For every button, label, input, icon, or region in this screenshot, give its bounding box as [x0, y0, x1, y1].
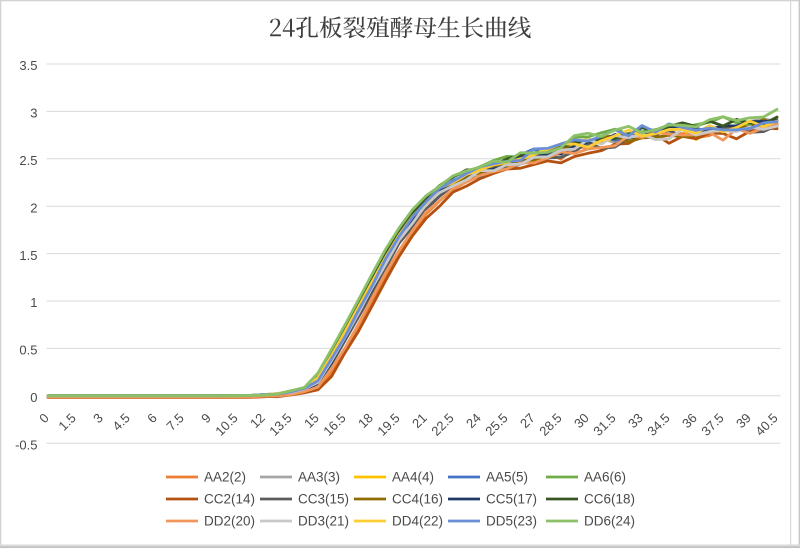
svg-text:AA6(6): AA6(6) — [584, 470, 626, 485]
svg-text:AA5(5): AA5(5) — [486, 470, 528, 485]
svg-text:0.5: 0.5 — [19, 343, 37, 358]
svg-text:1: 1 — [30, 295, 37, 310]
svg-text:DD2(20): DD2(20) — [204, 514, 255, 529]
svg-text:DD4(22): DD4(22) — [392, 514, 443, 529]
svg-text:CC2(14): CC2(14) — [204, 492, 255, 507]
svg-text:CC5(17): CC5(17) — [486, 492, 537, 507]
svg-text:3.5: 3.5 — [19, 58, 37, 73]
svg-text:DD5(23): DD5(23) — [486, 514, 537, 529]
svg-text:CC3(15): CC3(15) — [298, 492, 349, 507]
svg-text:2: 2 — [30, 200, 37, 215]
svg-text:-0.5: -0.5 — [15, 437, 37, 452]
svg-text:2.5: 2.5 — [19, 153, 37, 168]
svg-text:DD3(21): DD3(21) — [298, 514, 349, 529]
svg-text:1.5: 1.5 — [19, 248, 37, 263]
svg-text:CC4(16): CC4(16) — [392, 492, 443, 507]
svg-text:3: 3 — [30, 106, 37, 121]
svg-text:AA4(4): AA4(4) — [392, 470, 434, 485]
svg-text:CC6(18): CC6(18) — [584, 492, 635, 507]
svg-text:0: 0 — [30, 390, 37, 405]
svg-text:AA3(3): AA3(3) — [298, 470, 340, 485]
svg-text:DD6(24): DD6(24) — [584, 514, 635, 529]
svg-text:AA2(2): AA2(2) — [204, 470, 246, 485]
